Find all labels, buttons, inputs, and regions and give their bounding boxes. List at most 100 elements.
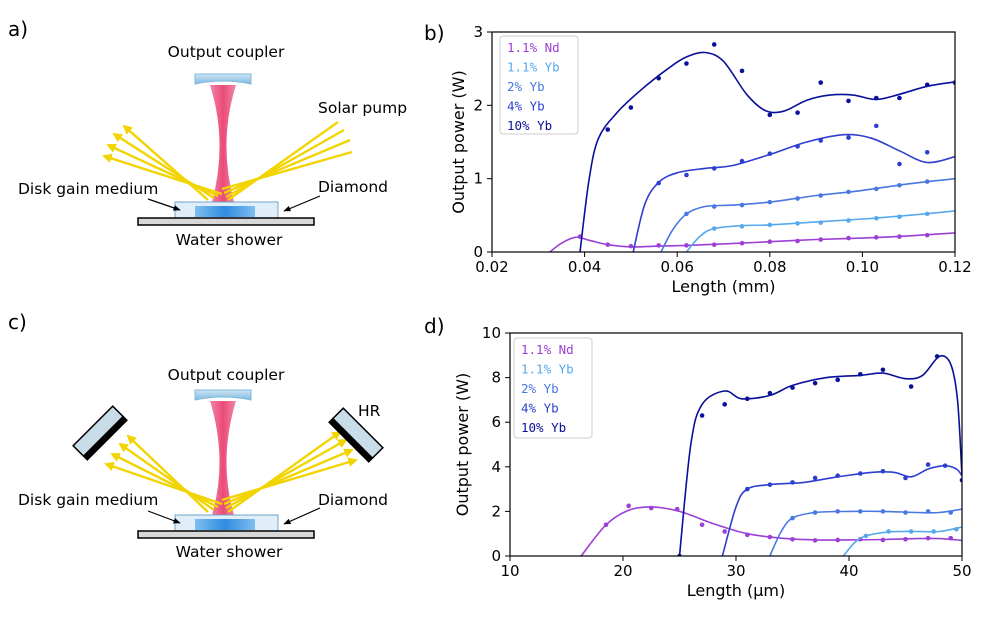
data-point xyxy=(846,235,851,241)
label-output-coupler: Output coupler xyxy=(168,366,285,384)
legend-entry: 1.1% Yb xyxy=(507,60,560,75)
panel-label-d: d) xyxy=(424,314,445,338)
y-tick-label: 6 xyxy=(491,413,501,431)
data-point xyxy=(812,510,818,515)
data-point xyxy=(745,486,750,492)
panel-label-a: a) xyxy=(8,17,28,41)
y-tick-label: 0 xyxy=(491,547,501,565)
data-point xyxy=(790,385,795,390)
panel-label-b: b) xyxy=(424,21,445,45)
data-point xyxy=(880,537,886,543)
data-point xyxy=(795,196,800,201)
data-point xyxy=(795,144,800,149)
data-point xyxy=(711,204,717,209)
data-point xyxy=(873,235,879,240)
data-point xyxy=(739,158,745,164)
y-axis-label: Output power (W) xyxy=(449,70,468,214)
data-point xyxy=(858,509,863,514)
data-point xyxy=(699,522,705,528)
label-hr: HR xyxy=(358,402,381,420)
y-tick-label: 0 xyxy=(473,243,483,261)
data-point xyxy=(931,529,937,534)
legend-entry: 10% Yb xyxy=(521,420,566,435)
data-point xyxy=(908,529,914,534)
data-point xyxy=(767,199,773,205)
y-tick-label: 2 xyxy=(473,96,483,114)
x-tick-label: 0.12 xyxy=(938,258,971,276)
data-point xyxy=(835,509,840,514)
data-point xyxy=(924,82,930,88)
data-point xyxy=(818,193,824,198)
water-shower-plate xyxy=(137,530,315,539)
data-point xyxy=(858,371,863,377)
series-line xyxy=(579,51,955,252)
data-point xyxy=(767,482,773,487)
legend-entry: 4% Yb xyxy=(507,99,545,114)
data-point xyxy=(942,463,948,468)
y-tick-label: 3 xyxy=(473,23,483,41)
data-point xyxy=(925,509,931,514)
data-point xyxy=(948,535,953,541)
data-point xyxy=(656,75,661,81)
series-1-1-nd xyxy=(549,232,955,252)
data-point xyxy=(684,61,689,66)
label-water-shower: Water shower xyxy=(176,543,283,561)
x-axis-label: Length (mm) xyxy=(672,277,776,296)
data-point xyxy=(711,226,717,231)
data-point xyxy=(925,535,931,541)
data-point xyxy=(739,202,745,208)
data-point xyxy=(948,510,953,515)
data-point xyxy=(699,413,705,418)
data-point xyxy=(722,402,727,407)
panel-a: a) Output coupler Solar pump Disk gain m… xyxy=(8,17,407,249)
series-line xyxy=(580,506,962,556)
data-point xyxy=(603,522,609,528)
x-tick-label: 20 xyxy=(613,562,632,580)
data-point xyxy=(648,505,654,511)
series-line xyxy=(769,508,962,556)
label-disk-gain-medium: Disk gain medium xyxy=(18,491,158,509)
data-point xyxy=(674,506,680,512)
y-axis-label: Output power (W) xyxy=(453,373,472,517)
series-line xyxy=(632,133,955,252)
data-point xyxy=(812,538,818,543)
data-point xyxy=(880,468,886,474)
series-4-yb xyxy=(632,123,955,252)
data-point xyxy=(767,390,773,396)
data-point xyxy=(846,98,851,104)
data-point xyxy=(954,526,959,532)
data-point xyxy=(767,112,773,118)
data-point xyxy=(767,222,773,228)
pointer-diamond xyxy=(283,507,321,525)
pointer-disk xyxy=(147,510,181,524)
label-output-coupler: Output coupler xyxy=(168,43,285,61)
data-point xyxy=(790,515,795,521)
label-diamond: Diamond xyxy=(318,491,388,509)
label-disk-gain-medium: Disk gain medium xyxy=(18,180,158,198)
series-line xyxy=(660,177,955,252)
series-4-yb xyxy=(721,462,962,556)
legend-entry: 1.1% Yb xyxy=(521,362,574,377)
data-point xyxy=(795,238,800,244)
label-solar-pump: Solar pump xyxy=(318,99,407,117)
x-tick-label: 50 xyxy=(952,562,971,580)
legend-entry: 10% Yb xyxy=(507,118,552,133)
x-tick-label: 10 xyxy=(500,562,519,580)
x-tick-label: 30 xyxy=(726,562,745,580)
laser-beam xyxy=(210,401,236,515)
disk-gain-medium xyxy=(195,519,255,530)
series-10-yb xyxy=(677,354,962,556)
data-point xyxy=(812,475,818,481)
series-1-1-yb xyxy=(685,210,955,252)
data-point xyxy=(795,221,800,226)
panel-label-c: c) xyxy=(8,310,27,334)
legend-box xyxy=(513,337,593,439)
data-point xyxy=(739,240,745,246)
pump-beams-right xyxy=(221,121,353,201)
y-tick-label: 4 xyxy=(491,458,501,476)
data-point xyxy=(790,536,795,542)
data-point xyxy=(684,243,689,248)
series-line xyxy=(678,355,962,556)
data-point xyxy=(711,166,717,171)
pump-beams-left xyxy=(104,434,223,513)
